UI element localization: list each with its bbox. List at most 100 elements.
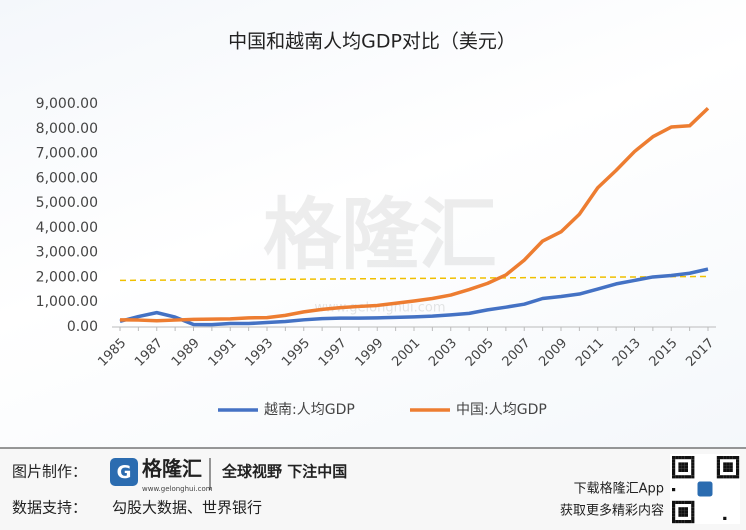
qr-cell	[736, 468, 740, 472]
qr-cell	[672, 500, 676, 504]
x-tick-label: 1995	[279, 336, 313, 370]
qr-cell	[675, 475, 679, 479]
qr-cell	[716, 462, 720, 466]
qr-cell	[672, 510, 676, 514]
qr-cell	[684, 507, 688, 511]
qr-cell	[691, 465, 695, 469]
qr-cell	[672, 504, 676, 508]
x-tick-label: 2003	[426, 336, 460, 370]
qr-cell	[691, 456, 695, 460]
qr-cell	[691, 516, 695, 520]
y-tick-label: 6,000.00	[36, 170, 98, 186]
qr-cell	[684, 465, 688, 469]
qr-cell	[684, 500, 688, 504]
qr-cell	[672, 456, 676, 460]
x-tick-label: 2011	[573, 336, 607, 370]
qr-cell	[732, 456, 736, 460]
qr-cell	[688, 500, 692, 504]
qr-cell	[688, 456, 692, 460]
logo-text: 格隆汇	[142, 457, 202, 481]
qr-cell	[684, 475, 688, 479]
qr-cell	[691, 504, 695, 508]
qr-cell	[684, 510, 688, 514]
qr-cell	[681, 465, 685, 469]
qr-cell	[691, 513, 695, 517]
x-tick-label: 1985	[95, 336, 129, 370]
qr-cell	[736, 459, 740, 463]
qr-cell	[672, 516, 676, 520]
qr-cell	[720, 456, 724, 460]
qr-cell	[678, 468, 682, 472]
x-tick-label: 2005	[463, 336, 497, 370]
qr-cell	[691, 507, 695, 511]
qr-cell	[732, 475, 736, 479]
qr-cell	[678, 500, 682, 504]
qr-cell	[688, 475, 692, 479]
qr-cell	[681, 500, 685, 504]
qr-cell	[672, 468, 676, 472]
y-tick-label: 5,000.00	[36, 195, 98, 211]
logo-icon	[110, 458, 138, 486]
y-tick-label: 1,000.00	[36, 294, 98, 310]
x-tick-label: 1991	[206, 336, 240, 370]
qr-cell	[688, 520, 692, 524]
watermark: 格隆汇	[263, 190, 497, 280]
qr-cell	[691, 520, 695, 524]
legend-label: 越南:人均GDP	[264, 402, 355, 418]
qr-cell	[681, 462, 685, 466]
qr-cell	[716, 468, 720, 472]
qr-cell	[691, 459, 695, 463]
x-tick-label: 2015	[647, 336, 681, 370]
qr-cell	[678, 475, 682, 479]
x-tick-label: 2001	[389, 336, 423, 370]
slogan: 全球视野 下注中国	[221, 463, 347, 481]
qr-cell	[723, 465, 727, 469]
qr-cell	[672, 475, 676, 479]
qr-cell	[691, 475, 695, 479]
qr-cell	[691, 468, 695, 472]
x-tick-label: 2013	[610, 336, 644, 370]
x-tick-label: 1989	[169, 336, 203, 370]
x-tick-label: 1997	[316, 336, 350, 370]
source-label: 数据支持：	[12, 499, 87, 517]
qr-cell	[684, 520, 688, 524]
qr-cell	[672, 462, 676, 466]
qr-cell	[716, 465, 720, 469]
qr-cell	[675, 520, 679, 524]
y-tick-label: 9,000.00	[36, 96, 98, 112]
x-tick-label: 2017	[683, 336, 717, 370]
qr-cell	[723, 516, 727, 520]
qr-cell	[675, 456, 679, 460]
qr-cell	[681, 475, 685, 479]
qr-cell	[672, 488, 676, 492]
x-tick-label: 1987	[132, 336, 166, 370]
qr-cell	[672, 465, 676, 469]
qr-cell	[716, 456, 720, 460]
qr-cell	[729, 468, 733, 472]
qr-cell	[675, 500, 679, 504]
qr-cell	[672, 520, 676, 524]
qr-cell	[723, 456, 727, 460]
qr-cell	[678, 465, 682, 469]
qr-cell	[729, 475, 733, 479]
made-by-label: 图片制作：	[12, 463, 87, 481]
source: 勾股大数据、世界银行	[112, 499, 262, 517]
qr-cell	[726, 465, 730, 469]
app-line1: 下载格隆汇App	[574, 481, 664, 497]
y-tick-label: 4,000.00	[36, 220, 98, 236]
qr-cell	[736, 475, 740, 479]
y-tick-label: 2,000.00	[36, 269, 98, 285]
qr-cell	[684, 513, 688, 517]
qr-cell	[678, 507, 682, 511]
logo-letter: G	[117, 462, 132, 483]
qr-cell	[681, 510, 685, 514]
series-line	[119, 267, 709, 327]
qr-cell	[681, 507, 685, 511]
qr-cell	[678, 520, 682, 524]
chart-title: 中国和越南人均GDP对比（美元）	[228, 31, 516, 53]
qr-cell	[691, 472, 695, 476]
qr-cell	[726, 468, 730, 472]
y-tick-label: 3,000.00	[36, 245, 98, 261]
app-line2: 获取更多精彩内容	[560, 503, 664, 519]
qr-cell	[681, 520, 685, 524]
